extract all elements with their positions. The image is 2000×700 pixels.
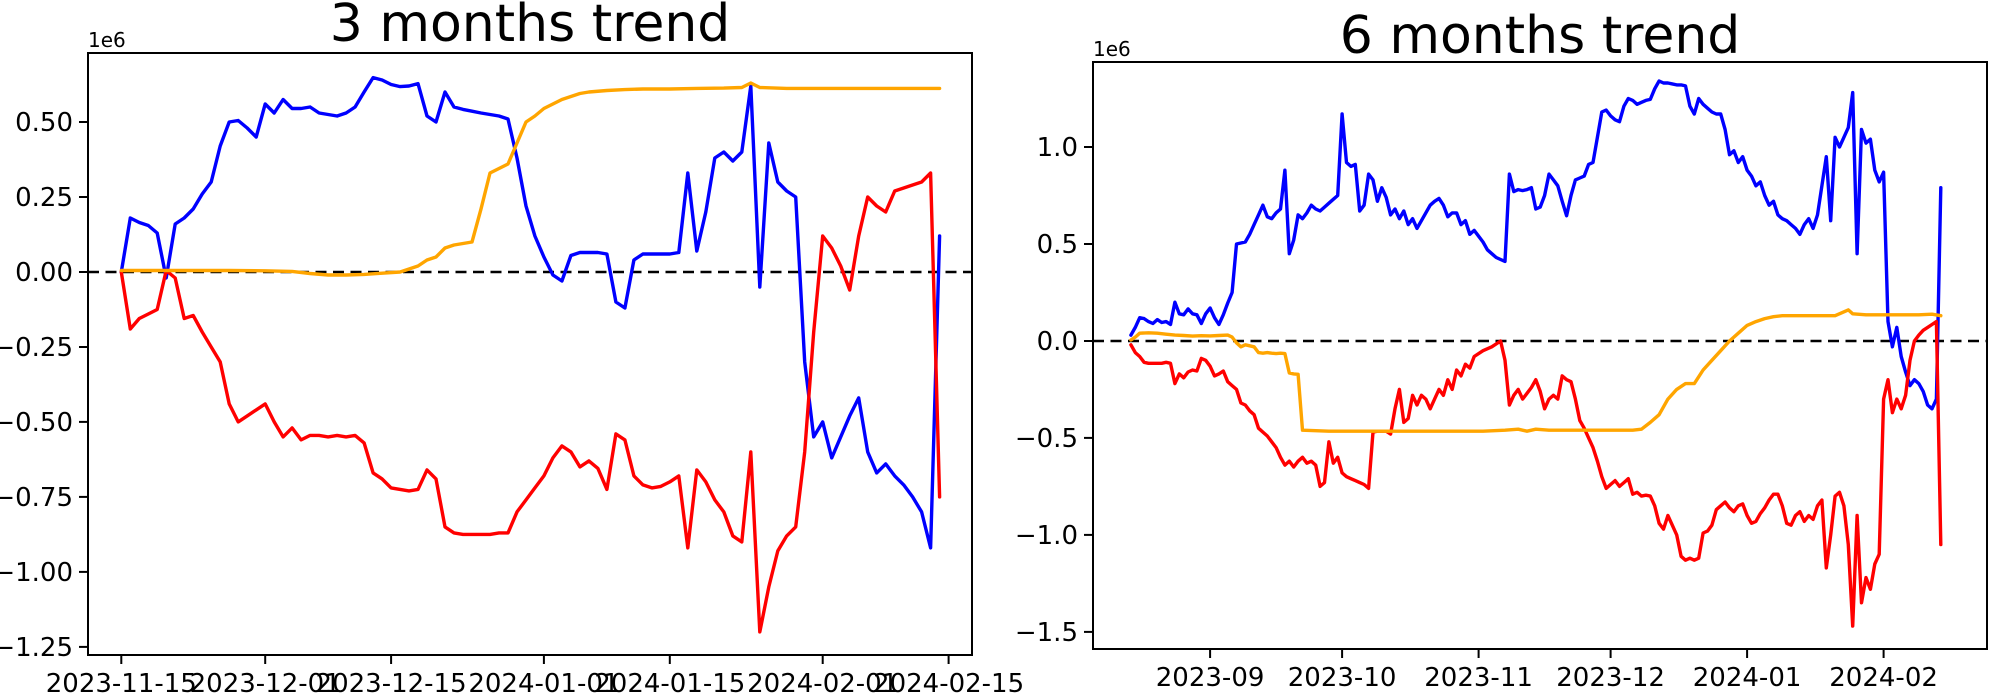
plot-border: [1092, 61, 1988, 650]
y-axis-exponent-label: 1e6: [1093, 37, 1131, 61]
y-tick-label: −0.75: [0, 483, 73, 513]
y-tick-label: −0.25: [0, 333, 73, 363]
x-tick-label: 2024-02: [1829, 663, 1938, 693]
y-tick-label: 1.0: [1037, 133, 1078, 163]
x-tick-label: 2024-01-15: [594, 669, 745, 699]
y-tick-label: 0.5: [1037, 230, 1078, 260]
x-tick-label: 2023-12-01: [190, 669, 341, 699]
series-blue-line: [1129, 79, 1943, 411]
series-blue-line: [119, 75, 942, 550]
x-tick-label: 2024-01-01: [468, 669, 619, 699]
chart-title: 6 months trend: [1340, 6, 1741, 66]
series-orange-line: [119, 81, 942, 277]
y-tick-label: −0.50: [0, 408, 73, 438]
y-tick-label: 0.0: [1037, 327, 1078, 357]
series-red-line: [119, 171, 942, 634]
x-tick-label: 2023-11: [1424, 663, 1533, 693]
chart-title: 3 months trend: [330, 0, 731, 54]
chart-6-months-trend: 6 months trend 1e6 2023-09 2023-10 2023-11…: [1015, 6, 1988, 693]
y-tick-label: 0.00: [15, 258, 73, 288]
x-tick-label: 2024-01: [1693, 663, 1802, 693]
x-tick-label: 2023-12-15: [316, 669, 467, 699]
y-tick-label: −0.5: [1015, 424, 1078, 454]
y-tick-label: −1.25: [0, 633, 73, 663]
x-tick-label: 2023-11-15: [46, 669, 197, 699]
y-tick-label: −1.00: [0, 558, 73, 588]
y-tick-label: 0.50: [15, 108, 73, 138]
x-tick-label: 2023-12: [1556, 663, 1665, 693]
x-tick-label: 2023-10: [1288, 663, 1397, 693]
plot-area: 2023-09 2023-10 2023-11 2023-12 2024-01 2024-…: [1015, 61, 1988, 693]
y-tick-label: 0.25: [15, 183, 73, 213]
y-axis-exponent-label: 1e6: [88, 28, 126, 52]
x-tick-label: 2024-02-15: [873, 669, 1024, 699]
x-tick-label: 2024-02-01: [747, 669, 898, 699]
y-tick-label: −1.5: [1015, 618, 1078, 648]
x-tick-label: 2023-09: [1156, 663, 1265, 693]
series-red-line: [1129, 319, 1943, 628]
y-tick-label: −1.0: [1015, 521, 1078, 551]
plot-border: [87, 52, 973, 656]
series-orange-line: [1129, 308, 1943, 433]
chart-3-months-trend: 3 months trend 1e6 2023-11-152023-12-012…: [0, 0, 1024, 699]
